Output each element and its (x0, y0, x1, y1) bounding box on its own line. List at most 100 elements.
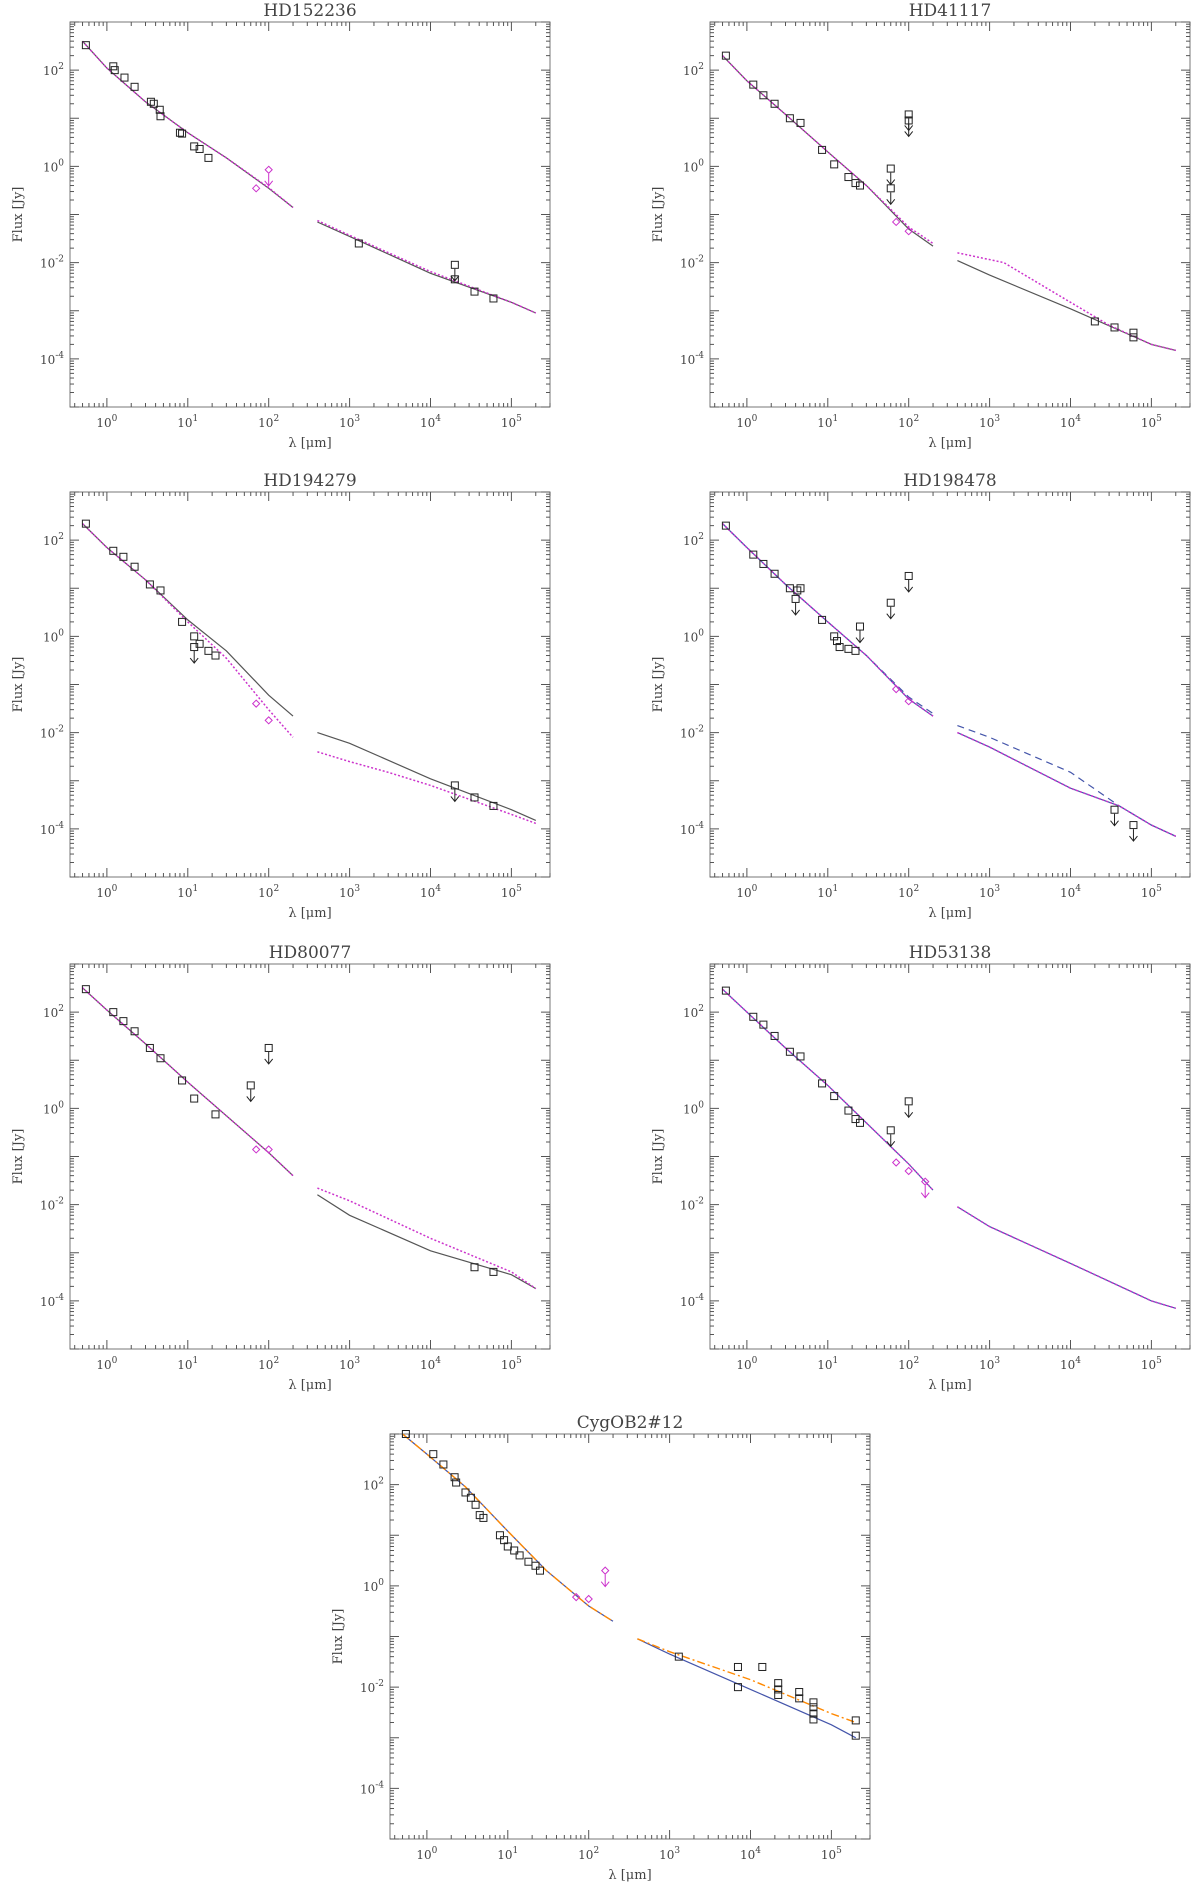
data-point (515, 1551, 524, 1560)
upper-limit-arrow (904, 124, 914, 138)
x-tick-label: 102 (258, 414, 279, 430)
data-point (461, 1488, 470, 1497)
model-curve-solid (317, 732, 537, 821)
data-point (354, 239, 363, 248)
x-tick-label: 103 (339, 884, 360, 900)
x-tick-label: 102 (898, 414, 919, 430)
data-point (146, 97, 155, 106)
data-point (844, 173, 853, 182)
data-point (855, 622, 864, 631)
data-point (818, 1079, 827, 1088)
data-point (119, 1017, 128, 1026)
y-tick-label: 10-4 (680, 1293, 704, 1309)
sed-chart-svg: HD198478 100 101 102 103 104 105 10-4 10-2 100 102… (651, 471, 1191, 921)
data-point (264, 1145, 273, 1154)
data-point (155, 105, 164, 114)
x-axis-label: λ [μm] (288, 1378, 331, 1393)
model-curve-solid (637, 1638, 857, 1739)
sed-panel-4: HD80077 100 101 102 103 104 105 10-4 10-2 100 102 λ… (0, 942, 560, 1393)
data-point (855, 181, 864, 190)
sed-chart-svg: HD53138 100 101 102 103 104 105 10-4 10-2 100 102 λ… (651, 943, 1191, 1393)
sed-panel-1: HD41117 100 101 102 103 104 105 10-4 10-2 100 102 λ… (640, 0, 1200, 451)
y-axis-label: Flux [Jy] (331, 1609, 346, 1665)
data-point (818, 615, 827, 624)
y-axis-label: Flux [Jy] (651, 657, 666, 713)
x-tick-label: 103 (339, 414, 360, 430)
upper-limit-arrow (886, 1134, 896, 1148)
y-tick-label: 100 (43, 1100, 64, 1116)
data-point (211, 651, 220, 660)
y-axis-label: Flux [Jy] (651, 187, 666, 243)
y-tick-label: 10-4 (360, 1780, 384, 1796)
data-point (471, 1500, 480, 1509)
x-tick-label: 105 (1141, 414, 1162, 430)
data-point (796, 584, 805, 593)
data-point (886, 598, 895, 607)
data-point (195, 639, 204, 648)
y-axis-label: Flux [Jy] (11, 657, 26, 713)
data-point (401, 1430, 410, 1438)
data-point (149, 99, 158, 108)
data-point (178, 129, 187, 138)
data-point (466, 1493, 475, 1502)
data-point (264, 1043, 273, 1052)
model-curve-dotted (721, 523, 934, 717)
data-point (251, 184, 261, 193)
data-point (450, 781, 459, 790)
x-axis-label: λ [μm] (928, 1378, 971, 1393)
data-point (844, 1106, 853, 1115)
x-tick-label: 100 (416, 1846, 437, 1862)
model-curve-dotted (957, 1206, 1177, 1310)
model-curve-solid (722, 523, 934, 717)
data-point (809, 1715, 818, 1724)
data-point (524, 1557, 533, 1566)
data-point (774, 1679, 783, 1688)
model-curve-dashed (722, 523, 934, 714)
x-tick-label: 100 (736, 1356, 757, 1372)
data-point (81, 41, 90, 50)
data-point (770, 1031, 779, 1040)
x-tick-label: 103 (659, 1846, 680, 1862)
y-tick-label: 102 (43, 1004, 64, 1020)
y-tick-label: 10-2 (680, 255, 704, 271)
data-point (584, 1594, 593, 1604)
chart-title: HD53138 (909, 943, 992, 963)
y-tick-label: 100 (363, 1578, 384, 1594)
x-tick-label: 101 (177, 414, 198, 430)
sed-panel-2: HD194279 100 101 102 103 104 105 10-4 10-2 100 102… (0, 470, 560, 921)
y-tick-label: 100 (683, 1100, 704, 1116)
y-axis-label: Flux [Jy] (651, 1129, 666, 1185)
data-point (851, 646, 860, 655)
data-point (721, 521, 730, 530)
data-point (758, 1662, 767, 1671)
x-tick-label: 104 (1060, 414, 1081, 430)
y-tick-label: 10-4 (680, 821, 704, 837)
data-point (156, 586, 165, 595)
x-tick-label: 102 (898, 884, 919, 900)
model-curve-solid (317, 1194, 537, 1290)
sed-chart-svg: CygOB2#12 100 101 102 103 104 105 10-4 10-2 100 10… (331, 1413, 871, 1883)
model-curve-solid (957, 1206, 1176, 1309)
x-tick-label: 105 (501, 1356, 522, 1372)
y-tick-label: 10-4 (680, 351, 704, 367)
data-point (211, 1110, 220, 1119)
y-tick-label: 10-4 (40, 821, 64, 837)
y-tick-label: 102 (43, 532, 64, 548)
data-point (851, 1731, 860, 1740)
data-point (674, 1652, 683, 1661)
data-point (531, 1561, 540, 1570)
sed-panel-0: HD152236 100 101 102 103 104 105 10-4 10-2 100 102… (0, 0, 560, 451)
upper-limit-arrow (450, 268, 460, 282)
data-point (749, 80, 758, 89)
upper-limit-arrow (904, 1105, 914, 1119)
x-tick-label: 101 (177, 1356, 198, 1372)
data-point (109, 1008, 118, 1017)
data-point (886, 164, 895, 173)
data-point (510, 1546, 519, 1555)
chart-title: HD198478 (903, 471, 996, 491)
data-point (246, 1081, 255, 1090)
model-curve-dashdot (402, 1433, 614, 1622)
data-point (835, 643, 844, 652)
upper-limit-arrow (264, 173, 274, 187)
model-curve-dotted (81, 523, 294, 738)
